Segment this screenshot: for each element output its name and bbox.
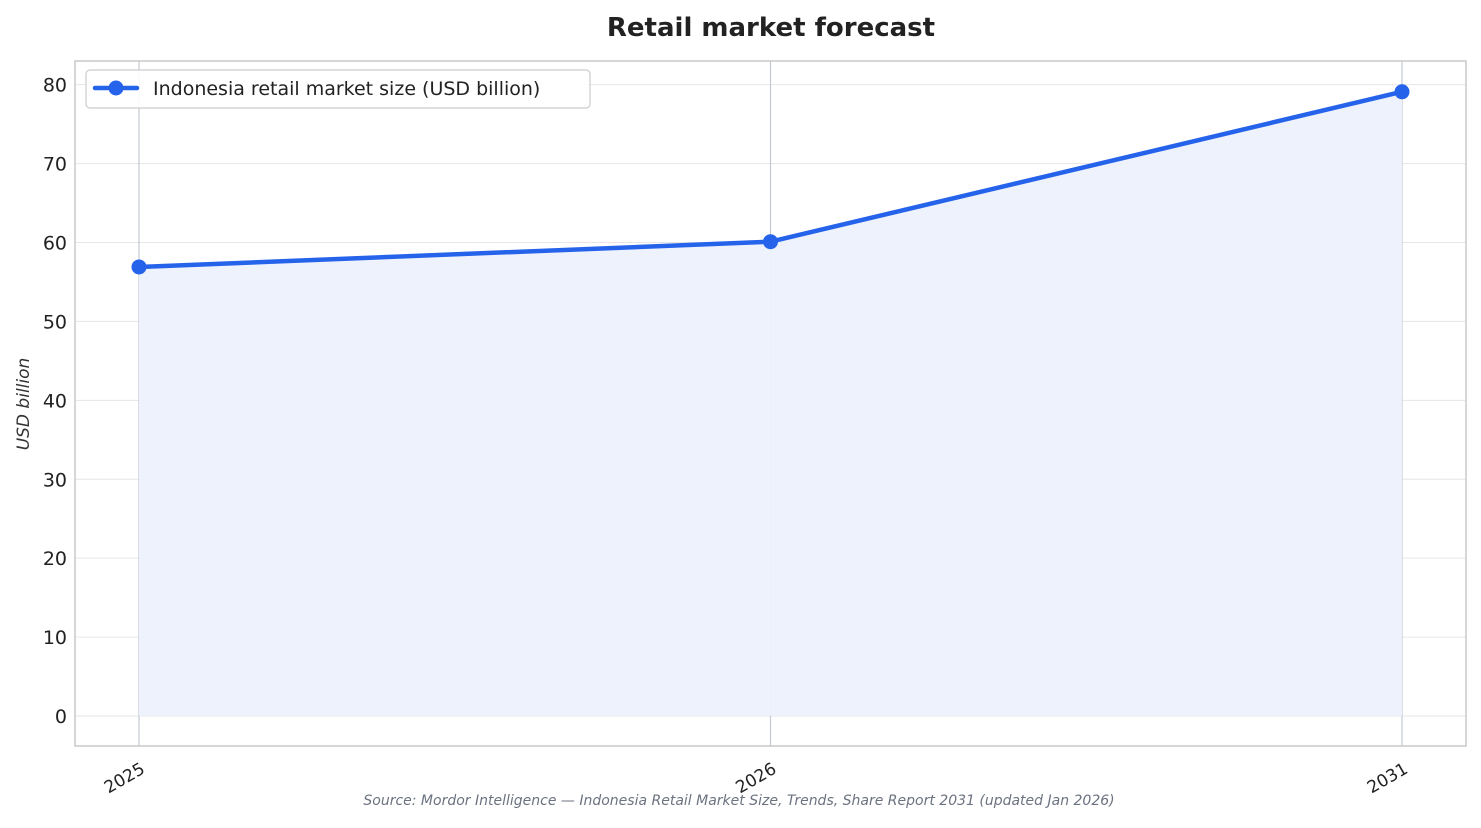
data-point [131,259,147,275]
x-tick-label: 2031 [1364,759,1411,798]
y-tick-label: 20 [43,548,67,570]
y-tick-label: 80 [43,75,67,97]
plot-frame [74,60,1467,747]
x-tick-label: 2025 [101,759,148,798]
y-tick-label: 10 [43,627,67,649]
y-tick-label: 0 [55,706,67,728]
legend-box [85,69,591,109]
data-point [1394,84,1410,100]
y-tick-label: 70 [43,154,67,176]
y-tick-label: 30 [43,469,67,491]
y-tick-label: 40 [43,390,67,412]
legend: Indonesia retail market size (USD billio… [85,69,591,109]
y-tick-label: 50 [43,311,67,333]
legend-marker-swatch [108,80,124,96]
legend-label: Indonesia retail market size (USD billio… [153,78,540,100]
data-point [763,234,778,250]
series-area [139,91,1402,717]
y-tick-label: 60 [43,233,67,255]
chart-title: Retail market forecast [607,13,935,43]
source-note: Source: Mordor Intelligence — Indonesia … [363,793,1114,809]
y-axis-label: USD billion [14,358,34,451]
